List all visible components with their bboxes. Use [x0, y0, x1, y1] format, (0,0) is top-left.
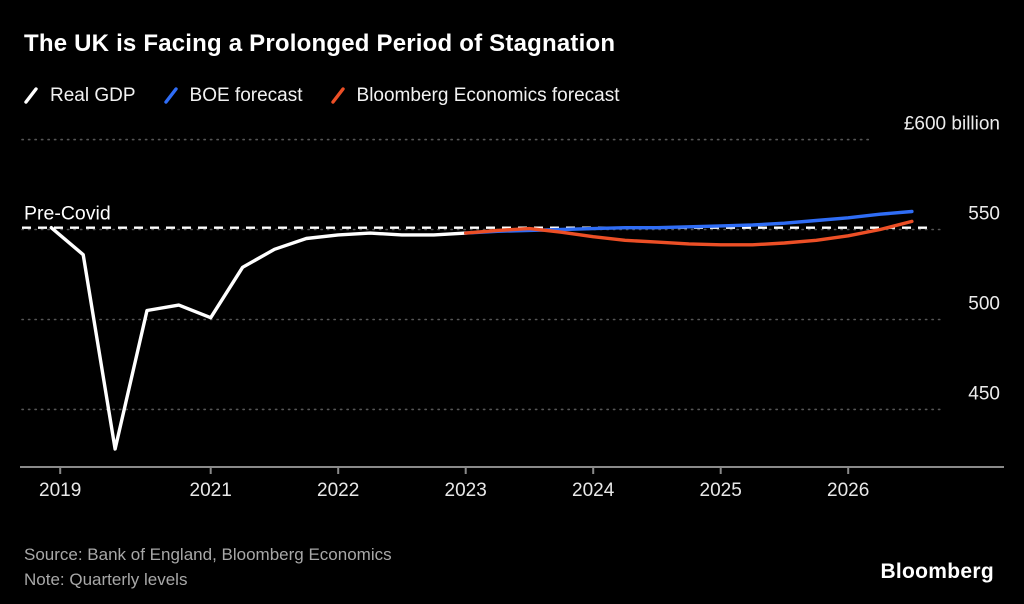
legend-label: Bloomberg Economics forecast: [356, 85, 620, 106]
legend-label: BOE forecast: [189, 85, 303, 106]
x-tick-label-2023: 2023: [445, 480, 487, 501]
series-line-bloomberg-economics-forecast: [464, 219, 914, 247]
legend-item-bloomberg-economics-forecast: Bloomberg Economics forecast: [329, 85, 620, 107]
bloomberg-logo: Bloomberg: [880, 560, 994, 583]
chart-title: The UK is Facing a Prolonged Period of S…: [24, 30, 616, 57]
line-swatch-icon: [24, 87, 38, 104]
x-tick-label-2021: 2021: [190, 480, 232, 501]
line-swatch-icon: [163, 87, 178, 104]
y-tick-label-500: 500: [968, 294, 1000, 315]
series-line-real-gdp: [49, 225, 468, 451]
x-tick-label-2022: 2022: [317, 480, 359, 501]
legend-item-boe-forecast: BOE forecast: [162, 85, 303, 107]
note-text: Note: Quarterly levels: [24, 570, 188, 589]
y-tick-label-600: £600 billion: [904, 114, 1000, 135]
x-tick-label-2024: 2024: [572, 480, 615, 501]
legend-item-real-gdp: Real GDP: [22, 85, 136, 107]
source-note: Source: Bank of England, Bloomberg Econo…: [24, 542, 392, 592]
y-tick-label-550: 550: [968, 204, 1000, 225]
y-tick-label-450: 450: [968, 383, 1000, 404]
line-swatch-icon: [330, 87, 345, 104]
legend-label: Real GDP: [50, 85, 136, 106]
x-tick-label-2026: 2026: [827, 480, 869, 501]
x-tick-label-2019: 2019: [39, 480, 81, 501]
source-text: Source: Bank of England, Bloomberg Econo…: [24, 545, 392, 564]
pre-covid-label: Pre-Covid: [24, 203, 111, 225]
legend: Real GDP BOE forecast Bloomberg Economic…: [22, 85, 619, 107]
x-tick-label-2025: 2025: [700, 480, 742, 501]
